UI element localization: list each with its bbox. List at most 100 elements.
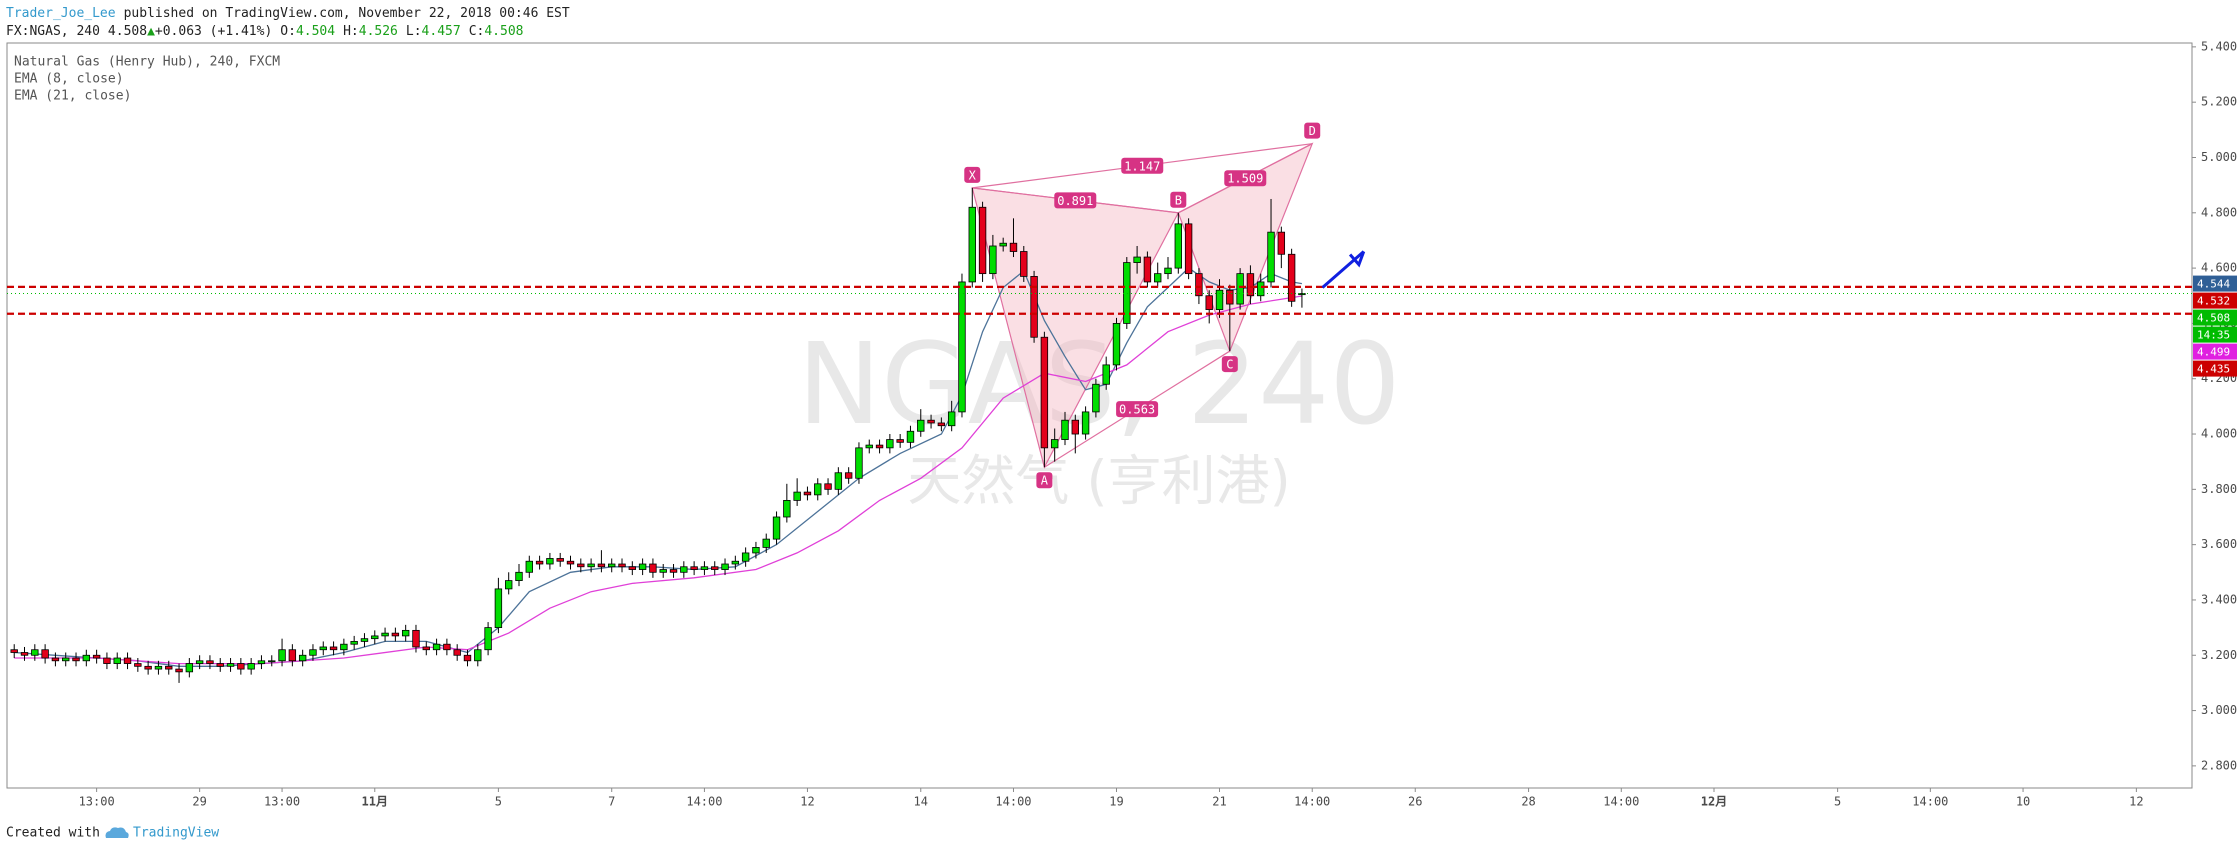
tradingview-logo: [105, 827, 129, 838]
candle-body: [886, 439, 894, 449]
low-label: L:: [406, 24, 422, 39]
candle-body: [154, 665, 163, 670]
ratio-label: 1.509: [1227, 172, 1263, 186]
candle-body: [216, 663, 224, 667]
candle-body: [391, 632, 400, 637]
trend-arrow: [1321, 250, 1365, 289]
candle-body: [814, 483, 822, 496]
candle-body: [350, 641, 358, 645]
candle-body: [1040, 336, 1049, 449]
candle-body: [371, 635, 379, 640]
close-value: 4.508: [484, 24, 523, 39]
ratio-label-bg: [1054, 192, 1097, 209]
trend-arrow-head: [1348, 250, 1366, 268]
candle-body: [1123, 262, 1131, 324]
candle-body: [103, 657, 111, 664]
candle-body: [1205, 295, 1213, 310]
candle-body: [62, 657, 70, 662]
candle-body: [1030, 276, 1038, 338]
x-tick-label: 29: [192, 795, 206, 809]
price-box: [2193, 360, 2237, 377]
y-tick-label: 3.200: [2201, 648, 2237, 662]
candle-body: [783, 499, 791, 518]
candle-body: [1174, 223, 1183, 269]
pattern-point-label: A: [1041, 474, 1049, 488]
legend-entry: EMA (21, close): [14, 89, 131, 104]
y-tick-label: 5.400: [2201, 39, 2237, 53]
candle-body: [1184, 223, 1193, 275]
author-link[interactable]: Trader_Joe_Lee: [6, 6, 116, 21]
ratio-label: 0.563: [1119, 403, 1155, 417]
pattern-point-label: X: [969, 168, 977, 182]
candle-body: [319, 646, 327, 651]
candle-body: [10, 649, 18, 653]
x-tick-label: 13:00: [79, 795, 115, 809]
y-tick-label: 4.800: [2201, 205, 2237, 219]
candle-body: [1257, 281, 1265, 297]
footer-text: Created with: [6, 826, 100, 841]
candle-body: [432, 643, 441, 651]
candle-body: [92, 654, 101, 659]
candle-body: [72, 657, 80, 662]
y-tick-label: 5.000: [2201, 150, 2237, 164]
candle-body: [1102, 364, 1110, 385]
header-publish-line: Trader_Joe_Lee published on TradingView.c…: [6, 6, 570, 21]
published-text: published on TradingView.com, November 2…: [124, 6, 570, 21]
footer-brand[interactable]: TradingView: [133, 826, 219, 841]
candle-body: [422, 646, 430, 651]
ratio-label: 0.891: [1057, 194, 1093, 208]
candle-body: [566, 560, 575, 565]
candle-body: [1298, 293, 1306, 296]
candle-body: [1215, 289, 1224, 310]
x-tick-label: 14:00: [1603, 795, 1639, 809]
candle-body: [360, 638, 369, 642]
header-quote-line: FX:NGAS, 240 4.508▲+0.063 (+1.41%) O:4.504…: [6, 24, 523, 39]
candle-body: [31, 649, 39, 656]
candle-body: [608, 563, 616, 568]
candle-body: [680, 566, 688, 573]
candle-body: [257, 660, 266, 664]
price-box-label: 4.435: [2197, 363, 2230, 376]
ratio-label: 1.147: [1124, 159, 1160, 173]
candle-body: [700, 566, 709, 570]
candle-body: [381, 632, 389, 637]
candle-body: [1143, 256, 1152, 283]
candle-body: [875, 444, 884, 449]
candle-body: [474, 649, 482, 662]
pattern-point-label: D: [1309, 124, 1316, 138]
y-tick-label: 2.800: [2201, 758, 2237, 772]
candle-body: [206, 660, 214, 664]
last-price: 4.508: [108, 24, 147, 39]
candle-body: [762, 538, 770, 548]
x-tick-label: 14: [914, 795, 928, 809]
x-tick-label: 7: [608, 795, 615, 809]
pattern-point-label: C: [1226, 358, 1233, 372]
candle-body: [855, 447, 863, 479]
pattern-point-label: B: [1175, 193, 1182, 207]
candle-body: [1195, 273, 1203, 297]
candle-body: [515, 571, 523, 581]
low-value: 4.457: [422, 24, 461, 39]
candle-body: [535, 560, 544, 565]
candle-body: [865, 444, 873, 449]
candle-body: [443, 643, 451, 651]
open-label: O:: [280, 24, 296, 39]
y-tick-label: 3.600: [2201, 537, 2237, 551]
candle-body: [649, 563, 657, 573]
x-tick-label: 19: [1109, 795, 1123, 809]
candle-body: [628, 566, 637, 570]
x-tick-label: 12: [2129, 795, 2143, 809]
candle-body: [752, 547, 760, 554]
pattern-point-label-bg: [1036, 472, 1053, 489]
x-tick-label: 28: [1521, 795, 1535, 809]
candle-body: [577, 563, 585, 568]
candle-body: [1050, 439, 1059, 449]
price-box: [2193, 326, 2237, 343]
candle-body: [504, 580, 513, 590]
change: +0.063 (+1.41%): [155, 24, 272, 39]
candle-body: [309, 649, 317, 656]
y-tick-label: 3.000: [2201, 703, 2237, 717]
pattern-point-label-bg: [1170, 191, 1187, 208]
ratio-label-bg: [1121, 157, 1164, 174]
candle-body: [165, 665, 173, 670]
